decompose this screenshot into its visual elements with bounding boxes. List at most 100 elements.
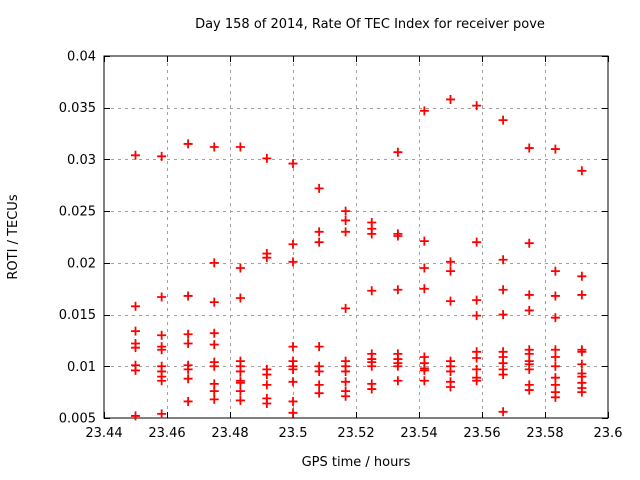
data-point-marker: [183, 139, 193, 149]
data-point-marker: [314, 366, 324, 376]
x-tick-label: 23.6: [594, 426, 623, 441]
data-point-marker: [131, 411, 140, 421]
data-point-marker: [446, 366, 455, 376]
data-point-marker: [131, 150, 140, 160]
data-point-marker: [341, 227, 351, 237]
data-point-marker: [550, 361, 560, 371]
data-point-marker: [288, 257, 298, 267]
data-point-marker: [314, 227, 324, 237]
data-point-marker: [183, 374, 193, 384]
data-point-marker: [419, 284, 429, 294]
data-point-marker: [183, 364, 193, 374]
data-point-marker: [131, 326, 140, 336]
y-tick-label: 0.02: [67, 256, 96, 271]
data-point-marker: [235, 366, 245, 376]
data-point-marker: [577, 387, 587, 397]
data-point-marker: [183, 329, 193, 339]
x-tick-label: 23.54: [400, 426, 437, 441]
data-point-marker: [498, 370, 508, 380]
data-point-marker: [550, 144, 560, 154]
data-point-marker: [524, 143, 534, 153]
y-tick-label: 0.035: [59, 101, 96, 116]
data-point-marker: [498, 407, 508, 417]
data-point-marker: [183, 291, 193, 301]
data-point-marker: [341, 215, 351, 225]
x-tick-label: 23.48: [211, 426, 248, 441]
data-point-marker: [446, 296, 455, 306]
data-point-marker: [393, 376, 403, 386]
y-tick-label: 0.005: [59, 412, 96, 427]
data-point-marker: [157, 409, 167, 419]
data-point-marker: [393, 147, 403, 157]
data-point-marker: [577, 271, 587, 281]
tick-marks: [104, 56, 609, 419]
x-tick-label: 23.56: [463, 426, 500, 441]
data-point-marker: [288, 396, 298, 406]
data-point-marker: [288, 159, 298, 169]
data-point-marker: [524, 364, 534, 374]
data-point-marker: [472, 364, 482, 374]
data-point-marker: [262, 399, 272, 409]
y-tick-label: 0.01: [67, 360, 96, 375]
data-point-marker: [367, 286, 377, 296]
data-point-marker: [235, 293, 245, 303]
data-point-marker: [209, 361, 219, 371]
chart-title: Day 158 of 2014, Rate Of TEC Index for r…: [195, 17, 545, 32]
data-point-marker: [577, 166, 587, 176]
data-point-marker: [498, 285, 508, 295]
data-point-marker: [314, 237, 324, 247]
data-point-marker: [393, 361, 403, 371]
data-point-marker: [131, 365, 140, 375]
x-tick-label: 23.46: [148, 426, 185, 441]
data-point-marker: [446, 382, 455, 392]
data-point-marker: [209, 328, 219, 338]
data-point-marker: [341, 377, 351, 387]
data-point-marker: [209, 386, 219, 396]
x-tick-label: 23.44: [85, 426, 122, 441]
data-point-marker: [524, 290, 534, 300]
data-point-marker: [577, 347, 587, 357]
data-point-marker: [419, 365, 429, 375]
data-point-marker: [393, 231, 403, 241]
y-tick-label: 0.04: [67, 50, 96, 65]
data-point-marker: [183, 339, 193, 349]
data-point-marker: [235, 386, 245, 396]
data-point-marker: [550, 291, 560, 301]
data-point-marker: [472, 376, 482, 386]
data-point-marker: [209, 297, 219, 307]
data-point-marker: [262, 380, 272, 390]
data-point-marker: [314, 342, 324, 352]
data-point-marker: [446, 94, 455, 104]
data-point-marker: [550, 352, 560, 362]
data-point-marker: [209, 258, 219, 268]
data-point-marker: [157, 292, 167, 302]
data-point-marker: [498, 255, 508, 265]
data-point-marker: [157, 345, 167, 355]
data-points: [131, 94, 587, 421]
data-point-marker: [262, 253, 272, 263]
data-point-marker: [577, 290, 587, 300]
y-tick-label: 0.025: [59, 205, 96, 220]
data-point-marker: [341, 391, 351, 401]
data-point-marker: [235, 395, 245, 405]
data-point-marker: [367, 384, 377, 394]
data-point-marker: [446, 257, 455, 267]
data-point-marker: [524, 305, 534, 315]
x-tick-label: 23.5: [279, 426, 308, 441]
data-point-marker: [288, 342, 298, 352]
data-point-marker: [157, 376, 167, 386]
data-point-marker: [577, 359, 587, 369]
data-point-marker: [209, 340, 219, 350]
data-point-marker: [498, 115, 508, 125]
data-point-marker: [209, 142, 219, 152]
data-point-marker: [393, 285, 403, 295]
data-point-marker: [446, 266, 455, 276]
data-point-marker: [419, 376, 429, 386]
data-point-marker: [472, 101, 482, 111]
tick-labels: 23.44 23.46 23.48 23.5 23.52 23.54 23.56 23.58 2…: [59, 50, 623, 442]
data-point-marker: [314, 380, 324, 390]
data-point-marker: [472, 237, 482, 247]
data-point-marker: [288, 377, 298, 387]
